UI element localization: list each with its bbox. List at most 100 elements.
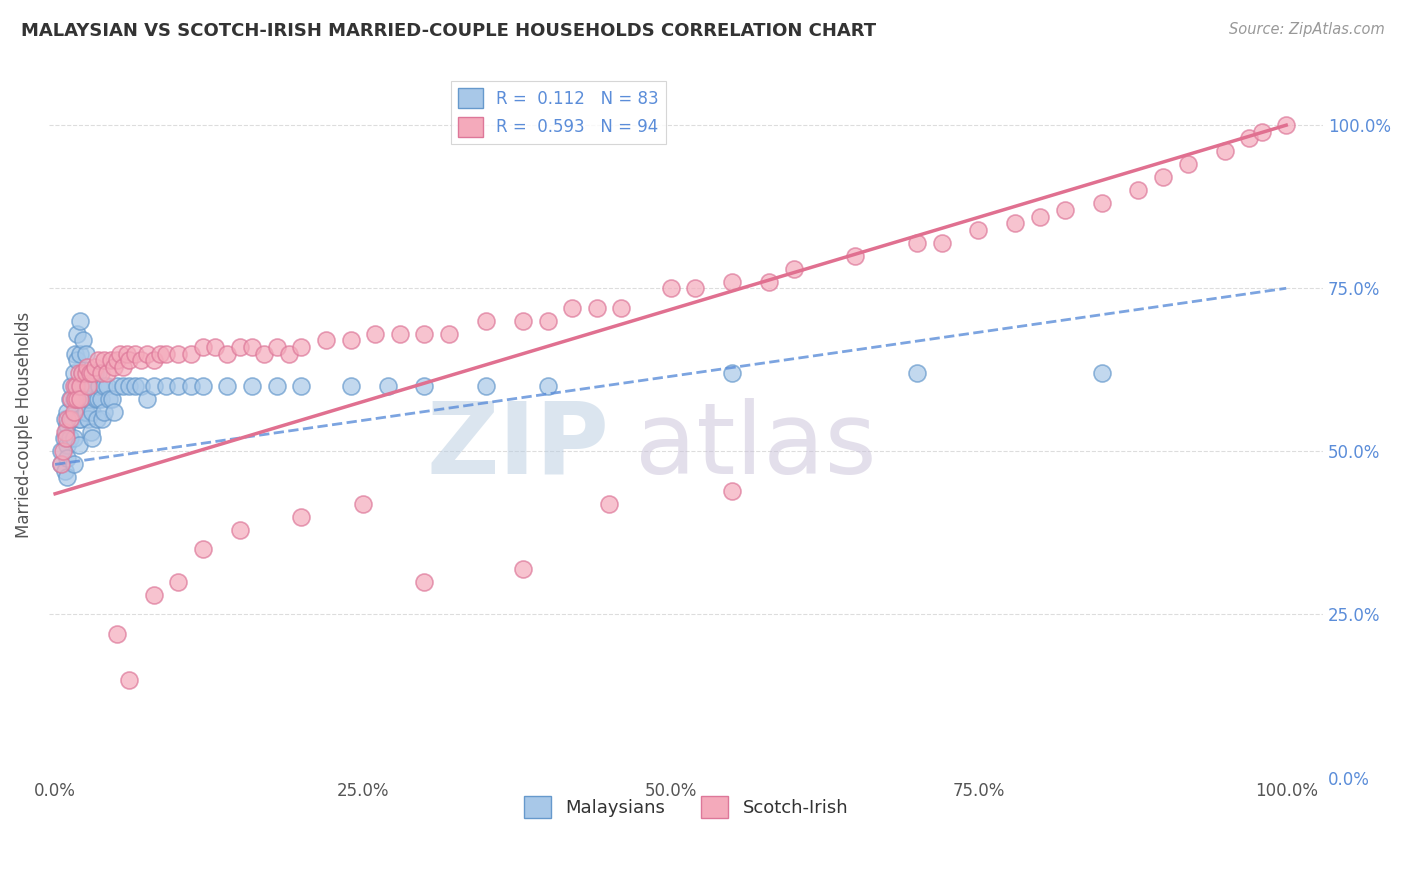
Text: atlas: atlas bbox=[636, 398, 877, 495]
Point bbox=[53, 464, 76, 478]
Point bbox=[1004, 216, 1026, 230]
Point bbox=[69, 379, 91, 393]
Point bbox=[339, 379, 361, 393]
Point bbox=[1250, 125, 1272, 139]
Point bbox=[610, 301, 633, 315]
Point bbox=[167, 379, 190, 393]
Point bbox=[413, 379, 436, 393]
Point bbox=[118, 353, 141, 368]
Point bbox=[266, 340, 288, 354]
Point bbox=[62, 366, 84, 380]
Point bbox=[77, 411, 100, 425]
Point bbox=[93, 405, 115, 419]
Point bbox=[377, 379, 399, 393]
Point bbox=[96, 366, 118, 380]
Point bbox=[388, 326, 411, 341]
Point bbox=[67, 438, 90, 452]
Point bbox=[66, 326, 89, 341]
Point bbox=[905, 235, 928, 250]
Point bbox=[51, 444, 73, 458]
Point bbox=[131, 353, 153, 368]
Point bbox=[475, 379, 498, 393]
Point bbox=[76, 359, 98, 374]
Point bbox=[1090, 196, 1112, 211]
Text: ZIP: ZIP bbox=[427, 398, 610, 495]
Point bbox=[105, 627, 128, 641]
Point bbox=[1213, 145, 1236, 159]
Point bbox=[51, 444, 73, 458]
Point bbox=[75, 366, 97, 380]
Point bbox=[80, 405, 103, 419]
Point bbox=[1177, 157, 1199, 171]
Point bbox=[53, 411, 76, 425]
Point bbox=[253, 346, 276, 360]
Point bbox=[217, 379, 239, 393]
Point bbox=[1275, 118, 1298, 132]
Point bbox=[70, 366, 93, 380]
Point bbox=[56, 438, 79, 452]
Point bbox=[180, 346, 202, 360]
Point bbox=[55, 425, 77, 439]
Point bbox=[80, 379, 103, 393]
Point bbox=[1128, 183, 1150, 197]
Point bbox=[124, 346, 146, 360]
Point bbox=[60, 379, 83, 393]
Point bbox=[66, 392, 89, 407]
Point bbox=[204, 340, 226, 354]
Point bbox=[72, 334, 94, 348]
Point bbox=[191, 379, 214, 393]
Point bbox=[103, 405, 125, 419]
Text: Source: ZipAtlas.com: Source: ZipAtlas.com bbox=[1229, 22, 1385, 37]
Point bbox=[136, 392, 159, 407]
Y-axis label: Married-couple Households: Married-couple Households bbox=[15, 312, 32, 539]
Point bbox=[142, 588, 165, 602]
Point bbox=[59, 392, 82, 407]
Point bbox=[721, 275, 744, 289]
Point bbox=[585, 301, 607, 315]
Point bbox=[115, 346, 138, 360]
Point bbox=[1053, 202, 1076, 217]
Point bbox=[83, 366, 105, 380]
Point bbox=[352, 497, 374, 511]
Point bbox=[721, 483, 744, 498]
Point bbox=[53, 425, 76, 439]
Point bbox=[98, 392, 121, 407]
Point bbox=[149, 346, 172, 360]
Point bbox=[758, 275, 780, 289]
Point bbox=[56, 418, 79, 433]
Point bbox=[105, 353, 128, 368]
Point bbox=[100, 392, 122, 407]
Point bbox=[561, 301, 583, 315]
Point bbox=[364, 326, 387, 341]
Point bbox=[80, 425, 103, 439]
Point bbox=[79, 366, 101, 380]
Point bbox=[155, 379, 177, 393]
Point bbox=[131, 379, 153, 393]
Point bbox=[217, 346, 239, 360]
Point bbox=[51, 458, 73, 472]
Point bbox=[65, 405, 87, 419]
Point bbox=[62, 458, 84, 472]
Point bbox=[118, 379, 141, 393]
Point bbox=[96, 379, 118, 393]
Point bbox=[72, 379, 94, 393]
Point bbox=[93, 353, 115, 368]
Point bbox=[75, 405, 97, 419]
Point bbox=[51, 458, 73, 472]
Point bbox=[844, 249, 866, 263]
Point bbox=[512, 562, 534, 576]
Legend: Malaysians, Scotch-Irish: Malaysians, Scotch-Irish bbox=[516, 789, 856, 825]
Point bbox=[60, 411, 83, 425]
Point bbox=[89, 379, 111, 393]
Point bbox=[118, 673, 141, 687]
Point bbox=[315, 334, 337, 348]
Point bbox=[70, 366, 93, 380]
Point bbox=[90, 392, 112, 407]
Point bbox=[1239, 131, 1261, 145]
Point bbox=[65, 379, 87, 393]
Point bbox=[63, 392, 86, 407]
Point bbox=[69, 379, 91, 393]
Point bbox=[124, 379, 146, 393]
Point bbox=[229, 340, 252, 354]
Point bbox=[56, 405, 79, 419]
